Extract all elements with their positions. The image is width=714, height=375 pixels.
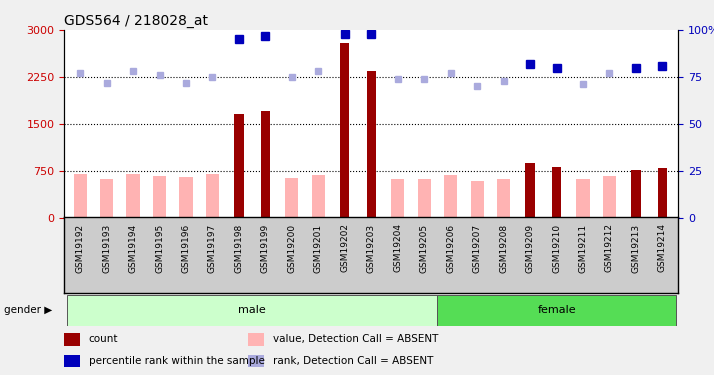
Text: count: count: [89, 334, 119, 345]
Text: GSM19212: GSM19212: [605, 224, 614, 273]
Text: GSM19199: GSM19199: [261, 224, 270, 273]
Text: GSM19194: GSM19194: [129, 224, 138, 273]
Bar: [526, 163, 535, 218]
Bar: [418, 179, 431, 218]
Text: GSM19209: GSM19209: [526, 224, 535, 273]
Text: GSM19196: GSM19196: [181, 224, 191, 273]
Text: rank, Detection Call = ABSENT: rank, Detection Call = ABSENT: [273, 356, 433, 366]
Bar: [126, 174, 140, 217]
Text: GSM19214: GSM19214: [658, 224, 667, 273]
Bar: [471, 181, 484, 218]
Bar: [444, 175, 457, 217]
Text: GSM19213: GSM19213: [631, 224, 640, 273]
Bar: [631, 170, 640, 217]
Bar: [64, 355, 79, 367]
Text: GSM19201: GSM19201: [314, 224, 323, 273]
Bar: [261, 111, 270, 218]
Bar: [367, 70, 376, 217]
Bar: [497, 179, 511, 218]
Text: value, Detection Call = ABSENT: value, Detection Call = ABSENT: [273, 334, 438, 345]
Text: GSM19192: GSM19192: [76, 224, 85, 273]
Text: GDS564 / 218028_at: GDS564 / 218028_at: [64, 13, 208, 28]
Text: GSM19204: GSM19204: [393, 224, 402, 273]
Text: GSM19206: GSM19206: [446, 224, 456, 273]
Text: male: male: [238, 305, 266, 315]
Text: female: female: [537, 305, 576, 315]
Text: GSM19207: GSM19207: [473, 224, 482, 273]
Text: GSM19200: GSM19200: [287, 224, 296, 273]
Bar: [248, 355, 264, 367]
Text: gender ▶: gender ▶: [4, 305, 52, 315]
Bar: [286, 177, 298, 218]
Text: GSM19203: GSM19203: [367, 224, 376, 273]
Bar: [603, 176, 616, 218]
Bar: [179, 177, 193, 218]
Text: percentile rank within the sample: percentile rank within the sample: [89, 356, 265, 366]
Text: GSM19211: GSM19211: [578, 224, 588, 273]
Text: GSM19195: GSM19195: [155, 224, 164, 273]
Bar: [552, 167, 561, 218]
Text: GSM19198: GSM19198: [234, 224, 243, 273]
FancyBboxPatch shape: [438, 295, 675, 326]
FancyBboxPatch shape: [67, 295, 438, 326]
Bar: [234, 114, 243, 218]
Bar: [658, 168, 667, 217]
Bar: [206, 174, 219, 217]
Bar: [74, 174, 87, 217]
Bar: [340, 42, 349, 218]
Text: GSM19210: GSM19210: [552, 224, 561, 273]
Text: GSM19205: GSM19205: [420, 224, 428, 273]
Bar: [391, 179, 404, 218]
Bar: [153, 176, 166, 218]
Bar: [64, 333, 79, 346]
Text: GSM19202: GSM19202: [341, 224, 349, 273]
Bar: [100, 179, 114, 218]
Text: GSM19197: GSM19197: [208, 224, 217, 273]
Bar: [248, 333, 264, 346]
Text: GSM19208: GSM19208: [499, 224, 508, 273]
Text: GSM19193: GSM19193: [102, 224, 111, 273]
Bar: [576, 179, 590, 218]
Bar: [312, 175, 325, 217]
